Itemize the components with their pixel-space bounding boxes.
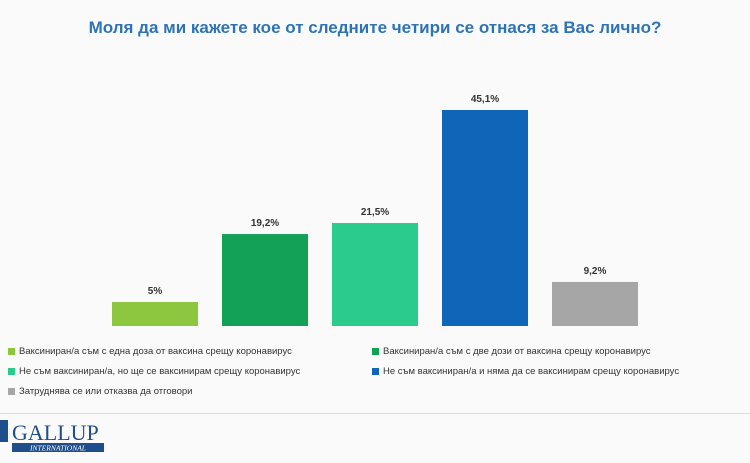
data-label: 19,2% <box>251 218 279 229</box>
divider <box>0 413 750 414</box>
data-label: 5% <box>148 286 163 297</box>
gallup-logo: GALLUP INTERNATIONAL <box>0 420 104 453</box>
data-label: 45,1% <box>471 94 499 105</box>
legend-swatch <box>8 348 15 355</box>
legend-swatch <box>8 388 15 395</box>
legend-label: Не съм ваксиниран/а и няма да се ваксини… <box>383 366 680 377</box>
legend-label: Ваксиниран/а съм с една доза от ваксина … <box>19 346 292 357</box>
bar <box>552 281 638 326</box>
data-label: 21,5% <box>361 207 389 218</box>
bar <box>332 223 418 326</box>
legend-item: Не съм ваксиниран/а, но ще се ваксинирам… <box>8 366 300 377</box>
legend-item: Не съм ваксиниран/а и няма да се ваксини… <box>372 366 679 377</box>
bar <box>112 302 198 326</box>
bar <box>222 234 308 326</box>
legend-label: Ваксиниран/а съм с две дози от ваксина с… <box>383 346 651 357</box>
legend-item: Затруднява се или отказва да отговори <box>8 386 192 397</box>
bar-chart: 5% 19,2% 21,5% 45,1% 9,2% <box>112 94 638 326</box>
legend-item: Ваксиниран/а съм с една доза от ваксина … <box>8 346 292 357</box>
data-label: 9,2% <box>584 266 607 277</box>
legend-label: Не съм ваксиниран/а, но ще се ваксинирам… <box>19 366 301 377</box>
legend-swatch <box>372 368 379 375</box>
bar <box>442 110 528 326</box>
legend-label: Затруднява се или отказва да отговори <box>19 386 193 397</box>
chart-title: Моля да ми кажете кое от следните четири… <box>88 18 662 37</box>
svg-text:INTERNATIONAL: INTERNATIONAL <box>29 444 86 453</box>
svg-text:GALLUP: GALLUP <box>12 420 99 445</box>
legend-swatch <box>8 368 15 375</box>
legend-swatch <box>372 348 379 355</box>
legend-item: Ваксиниран/а съм с две дози от ваксина с… <box>372 346 651 357</box>
